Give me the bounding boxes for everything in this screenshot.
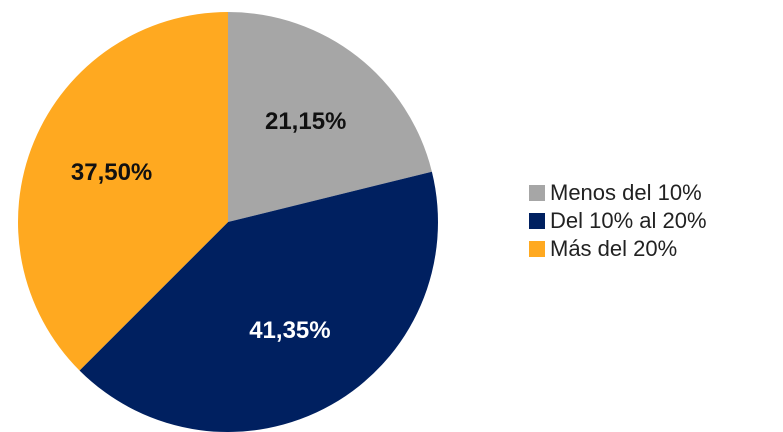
legend-swatch (529, 213, 545, 229)
legend-label: Menos del 10% (550, 180, 702, 205)
data-label: 37,50% (71, 159, 152, 186)
pie-slice (79, 171, 439, 432)
legend-swatch (529, 241, 545, 257)
pie-slice (228, 12, 432, 222)
data-label: 41,35% (249, 317, 330, 344)
legend-label: Más del 20% (550, 236, 677, 261)
pie-slice (17, 12, 229, 371)
data-label: 21,15% (265, 108, 346, 135)
legend-label: Del 10% al 20% (550, 208, 707, 233)
legend-swatch (529, 185, 545, 201)
